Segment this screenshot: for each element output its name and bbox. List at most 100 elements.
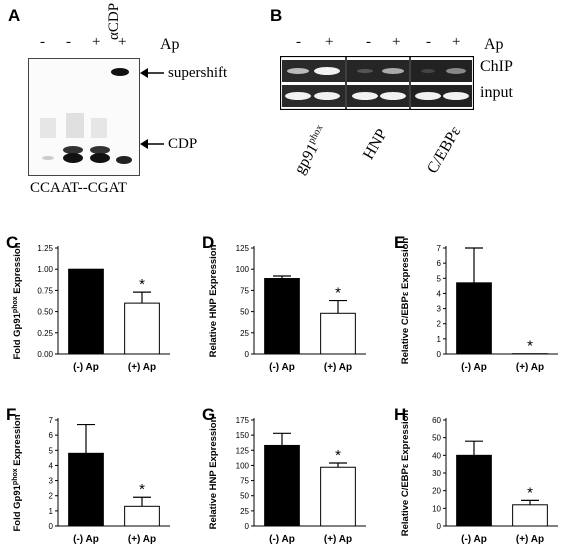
x-tick-label-f-2: (+) Ap	[128, 534, 156, 545]
bar-f-1	[69, 453, 104, 526]
y-tick-label-f: 4	[49, 461, 54, 470]
lane-sign-b-6: +	[452, 34, 460, 51]
lane-sign-a-2: -	[66, 34, 71, 51]
supershift-arrow-icon	[140, 66, 166, 80]
bar-g-2	[321, 467, 356, 526]
y-tick-label-h: 40	[432, 451, 441, 460]
y-axis-label-h: Relative C/EBPε Expression	[400, 410, 411, 537]
x-tick-label-c-2: (+) Ap	[128, 362, 156, 373]
y-tick-label-c: 1.00	[37, 265, 53, 274]
x-tick-label-d-2: (+) Ap	[324, 362, 352, 373]
y-tick-label-g: 125	[236, 446, 250, 455]
bar-d-2	[321, 313, 356, 354]
significance-mark-d: *	[335, 285, 341, 302]
y-tick-label-f: 1	[49, 507, 54, 516]
y-tick-label-c: 0.50	[37, 308, 53, 317]
probe-label: CCAAT--CGAT	[30, 180, 127, 197]
y-tick-label-d: 75	[240, 286, 249, 295]
chip-gel	[280, 56, 474, 110]
y-tick-label-e: 6	[437, 259, 442, 268]
x-tick-label-g-2: (+) Ap	[324, 534, 352, 545]
y-tick-label-h: 20	[432, 487, 441, 496]
x-tick-label-h-2: (+) Ap	[516, 534, 544, 545]
x-tick-label-e-2: (+) Ap	[516, 362, 544, 373]
panel-label-b: B	[270, 6, 282, 26]
y-tick-label-c: 0.75	[37, 286, 53, 295]
gene-label-hnp: HNP	[360, 126, 392, 163]
y-tick-label-e: 1	[437, 335, 442, 344]
bar-h-1	[457, 455, 492, 526]
y-tick-label-g: 175	[236, 416, 250, 425]
x-tick-label-f-1: (-) Ap	[73, 534, 99, 545]
bar-c-2	[125, 303, 160, 354]
y-axis-label-f: Fold Gp91phox Expression	[12, 414, 23, 531]
x-tick-label-g-1: (-) Ap	[269, 534, 295, 545]
x-tick-label-e-1: (-) Ap	[461, 362, 487, 373]
bar-c-1	[69, 269, 104, 354]
y-tick-label-h: 0	[437, 522, 442, 531]
y-axis-label-c: Fold Gp91phox Expression	[12, 242, 23, 359]
bar-d-1	[265, 279, 300, 354]
ap-label-b: Ap	[484, 36, 504, 54]
cdp-label: CDP	[168, 136, 197, 153]
y-axis-label-g: Relative HNP Expression	[208, 416, 219, 529]
y-tick-label-f: 5	[49, 446, 54, 455]
y-tick-label-d: 50	[240, 308, 249, 317]
y-tick-label-c: 0.00	[37, 350, 53, 359]
y-tick-label-h: 10	[432, 504, 441, 513]
lane-sign-a-1: -	[40, 34, 45, 51]
bar-h-2	[513, 505, 548, 526]
lane-sign-b-2: +	[325, 34, 333, 51]
y-tick-label-d: 25	[240, 329, 249, 338]
y-tick-label-h: 30	[432, 469, 441, 478]
lane-sign-b-4: +	[392, 34, 400, 51]
x-tick-label-d-1: (-) Ap	[269, 362, 295, 373]
y-tick-label-e: 0	[437, 350, 442, 359]
y-tick-label-g: 100	[236, 461, 250, 470]
y-tick-label-g: 75	[240, 477, 249, 486]
significance-mark-g: *	[335, 447, 341, 464]
lane-sign-a-3: +	[92, 34, 100, 51]
y-tick-label-h: 60	[432, 416, 441, 425]
y-tick-label-e: 2	[437, 320, 442, 329]
y-tick-label-e: 3	[437, 305, 442, 314]
y-tick-label-g: 25	[240, 507, 249, 516]
y-tick-label-h: 50	[432, 434, 441, 443]
y-tick-label-c: 0.25	[37, 329, 53, 338]
y-tick-label-g: 150	[236, 431, 250, 440]
x-tick-label-c-1: (-) Ap	[73, 362, 99, 373]
bar-f-2	[125, 506, 160, 526]
y-tick-label-d: 125	[236, 244, 250, 253]
y-tick-label-d: 100	[236, 265, 250, 274]
y-tick-label-d: 0	[245, 350, 250, 359]
bar-e-1	[457, 283, 492, 354]
lane-sign-b-3: -	[366, 34, 371, 51]
significance-mark-c: *	[139, 276, 145, 293]
panel-label-a: A	[8, 6, 20, 26]
y-tick-label-g: 50	[240, 492, 249, 501]
y-tick-label-c: 1.25	[37, 244, 53, 253]
lane-sign-b-5: -	[426, 34, 431, 51]
input-label: input	[480, 84, 513, 102]
significance-mark-f: *	[139, 481, 145, 498]
supershift-lane-label: αCDP	[106, 3, 123, 40]
y-tick-label-e: 4	[437, 289, 442, 298]
y-axis-label-d: Relative HNP Expression	[208, 244, 219, 357]
significance-mark-h: *	[527, 484, 533, 501]
significance-mark-e: *	[527, 338, 533, 355]
chip-label: ChIP	[480, 58, 513, 76]
cdp-arrow-icon	[140, 137, 166, 151]
gene-label-cebp: C/EBPε	[424, 124, 465, 177]
y-tick-label-f: 2	[49, 492, 54, 501]
ap-label-a: Ap	[160, 36, 180, 54]
